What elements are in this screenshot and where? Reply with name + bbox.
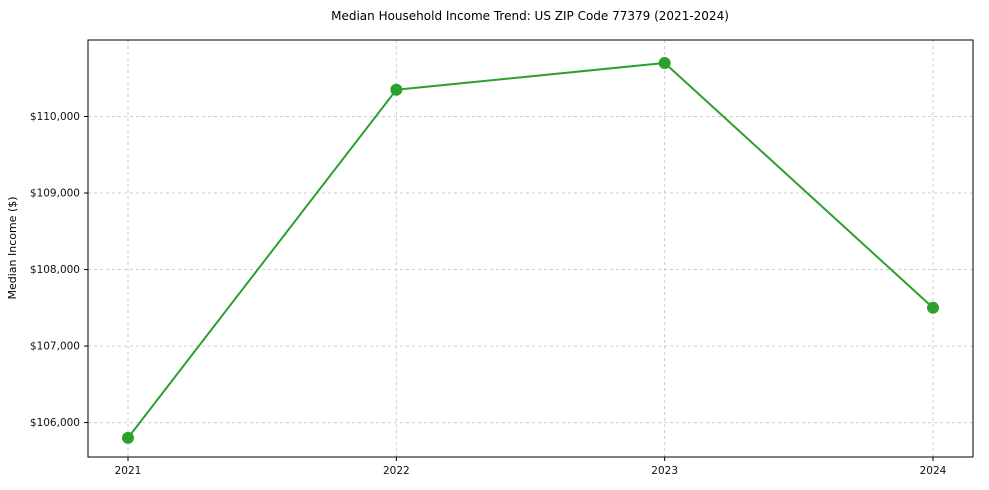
- y-tick-label: $107,000: [30, 341, 80, 353]
- data-point: [390, 83, 403, 96]
- y-tick-label: $108,000: [30, 264, 80, 276]
- data-point: [658, 56, 671, 69]
- trend-line: [127, 61, 934, 439]
- gridlines: [88, 40, 973, 457]
- chart-title: Median Household Income Trend: US ZIP Co…: [331, 9, 729, 23]
- axis-ticks: [84, 116, 934, 461]
- data-point: [122, 431, 134, 444]
- x-tick-label: 2021: [115, 465, 142, 477]
- y-tick-label: $106,000: [30, 417, 80, 429]
- x-tick-label: 2023: [651, 465, 678, 477]
- y-axis-label: Median Income ($): [6, 196, 19, 299]
- plot-border-group: [87, 39, 974, 458]
- axis-tick-labels: $106,000 $107,000 $108,000 $109,000 $110,000…: [30, 111, 947, 477]
- data-series: [122, 56, 939, 444]
- plot-border: [87, 39, 974, 458]
- y-tick-label: $110,000: [30, 111, 80, 123]
- y-tick-label: $109,000: [30, 188, 80, 200]
- x-tick-label: 2022: [383, 465, 410, 477]
- x-tick-label: 2024: [920, 465, 947, 477]
- data-point: [927, 301, 939, 314]
